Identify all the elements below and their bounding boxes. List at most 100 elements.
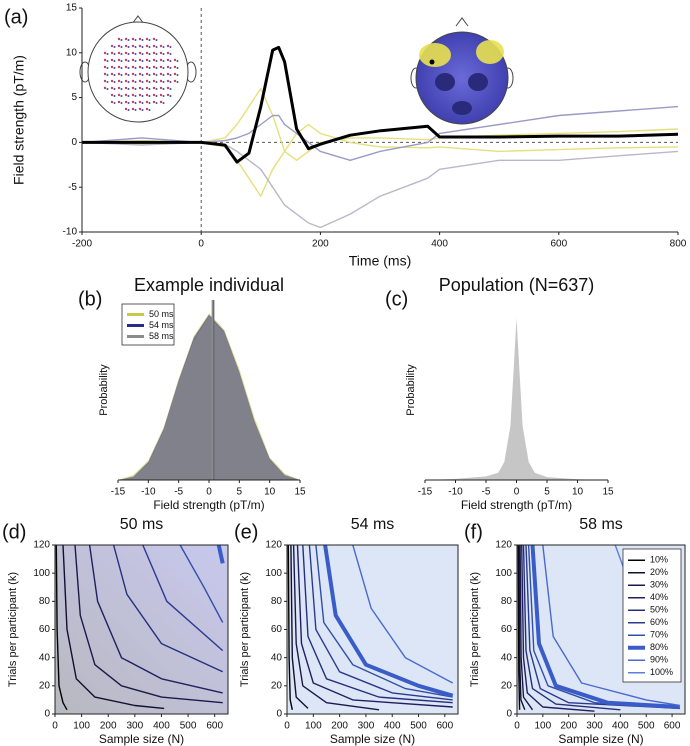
sensor-dot <box>110 65 114 69</box>
sensor-dot <box>159 93 163 97</box>
sensor-dot <box>145 79 149 83</box>
y-tick-label: 120 <box>33 540 50 551</box>
sensor-dot <box>159 72 163 76</box>
x-tick-label: -10 <box>448 487 463 498</box>
legend-label: 70% <box>650 630 668 640</box>
x-tick-label: 0 <box>52 721 58 732</box>
sensor-dot <box>103 58 107 62</box>
sensor-dot <box>138 37 142 41</box>
sensor-dot <box>159 51 163 55</box>
y-axis-label: Probability <box>405 364 417 416</box>
panel-label: (c) <box>385 288 408 310</box>
sensor-dot <box>106 74 109 76</box>
sensor-dot <box>131 65 135 69</box>
y-tick-label: 60 <box>501 624 513 635</box>
legend-label: 80% <box>650 642 668 652</box>
sensor-dot <box>152 100 156 104</box>
sensor-dot <box>103 72 107 76</box>
sensor-dot <box>173 65 177 69</box>
sensor-dot <box>141 53 144 55</box>
sensor-dot <box>166 44 170 48</box>
x-tick-label: 800 <box>670 239 687 250</box>
sensor-dot <box>127 46 130 48</box>
sensor-dot <box>134 81 137 83</box>
sensor-dot <box>106 60 109 62</box>
panel-label: (f) <box>464 521 483 543</box>
sensor-dot <box>166 93 170 97</box>
line <box>112 544 223 673</box>
sensor-dot <box>103 86 107 90</box>
y-tick-label: 40 <box>271 652 283 663</box>
y-tick-label: 20 <box>39 680 51 691</box>
sensor-dot <box>134 109 137 111</box>
line <box>142 544 224 652</box>
sensor-dot <box>134 95 137 97</box>
sensor-dot <box>148 60 151 62</box>
sensor-dot <box>110 58 114 62</box>
sensor-dot <box>124 44 128 48</box>
legend-label: 40% <box>650 592 668 602</box>
y-tick-label: 80 <box>271 596 283 607</box>
sensor-dot <box>110 72 114 76</box>
sensor-dot <box>117 58 121 62</box>
x-tick-label: -10 <box>141 487 156 498</box>
sensor-dot <box>131 86 135 90</box>
sensor-dot <box>120 102 123 104</box>
sensor-dot <box>113 95 116 97</box>
x-tick-label: 600 <box>664 721 681 732</box>
sensor-dot <box>124 86 128 90</box>
sensor-dot <box>110 79 114 83</box>
sensor-dot <box>120 95 123 97</box>
y-tick-label: 20 <box>271 680 283 691</box>
sensor-dot <box>169 53 172 55</box>
sensor-dot <box>113 74 116 76</box>
legend-label: 50% <box>650 605 668 615</box>
sensor-dot <box>152 37 156 41</box>
y-tick-label: 20 <box>501 680 513 691</box>
sensor-dot <box>141 67 144 69</box>
sensor-dot <box>173 79 177 83</box>
sensor-dot <box>124 37 128 41</box>
sensor-dot <box>110 44 114 48</box>
sensor-dot <box>138 86 142 90</box>
y-tick-label: 5 <box>71 92 77 103</box>
line <box>74 544 223 704</box>
sensor-dot <box>152 93 156 97</box>
sensor-dot <box>131 93 135 97</box>
y-tick-label: 15 <box>66 3 78 14</box>
sensor-dot <box>162 60 165 62</box>
sensor-dot <box>155 95 158 97</box>
sensor-dot <box>110 93 114 97</box>
sensor-dot <box>134 46 137 48</box>
x-tick-label: 200 <box>100 721 117 732</box>
line <box>292 544 380 711</box>
x-tick-label: 100 <box>305 721 322 732</box>
y-tick-label: 0 <box>506 709 512 720</box>
sensor-dot <box>131 79 135 83</box>
sensor-dot <box>131 100 135 104</box>
sensor-dot <box>162 88 165 90</box>
x-tick-label: 0 <box>284 721 290 732</box>
sensor-dot <box>152 44 156 48</box>
sensor-dot <box>152 72 156 76</box>
sensor-dot <box>117 44 121 48</box>
legend-label: 30% <box>650 580 668 590</box>
sensor-dot <box>145 72 149 76</box>
sensor-dot <box>145 86 149 90</box>
sensor-dot <box>124 65 128 69</box>
sensor-head <box>79 15 197 123</box>
sensor-dot <box>113 60 116 62</box>
sensor-dot <box>134 39 137 41</box>
sensor-dot <box>148 81 151 83</box>
sensor-dot <box>117 100 121 104</box>
sensor-dot <box>131 37 135 41</box>
sensor-dot <box>155 60 158 62</box>
density-area <box>425 318 608 480</box>
sensor-dot <box>169 81 172 83</box>
sensor-dot <box>134 60 137 62</box>
line <box>55 544 68 711</box>
sensor-dot <box>127 74 130 76</box>
sensor-dot <box>148 95 151 97</box>
x-tick-label: 10 <box>572 487 584 498</box>
panel-label: (d) <box>2 521 26 543</box>
